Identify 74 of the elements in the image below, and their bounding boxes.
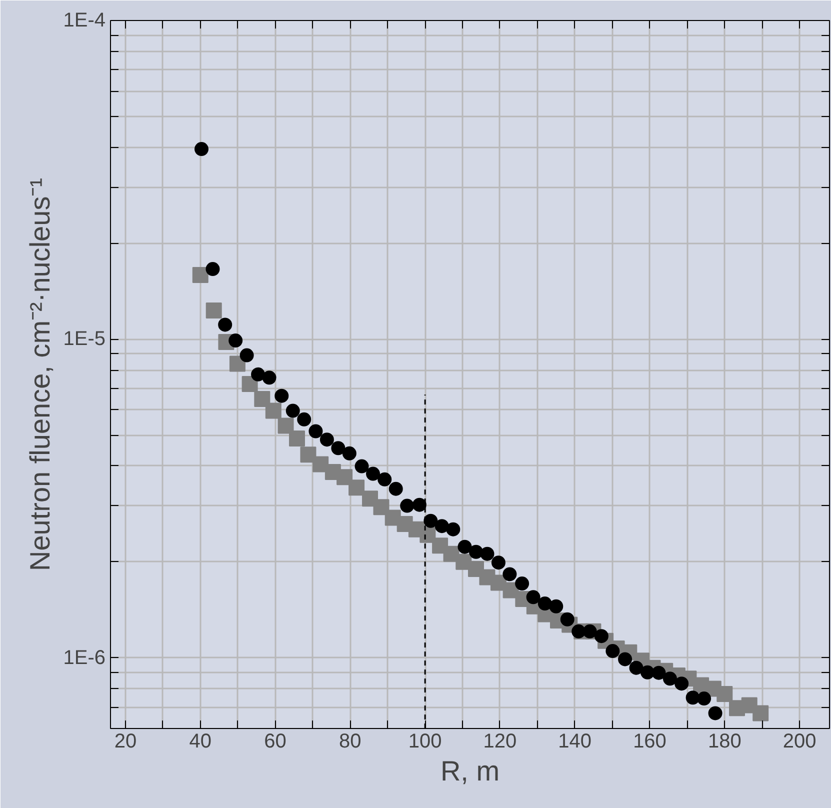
x-tick-label: 40 — [189, 730, 212, 752]
point — [278, 418, 294, 434]
point — [515, 576, 530, 591]
point — [708, 706, 722, 720]
point — [526, 590, 540, 604]
x-tick-label: 200 — [782, 730, 816, 752]
point — [192, 266, 208, 283]
point — [491, 556, 506, 570]
point — [286, 404, 300, 418]
point — [697, 692, 712, 706]
point — [218, 318, 232, 332]
point — [254, 390, 270, 407]
point — [400, 498, 414, 513]
point — [228, 334, 243, 348]
point — [229, 356, 246, 372]
x-tick-label: 120 — [483, 730, 517, 752]
point — [538, 596, 552, 611]
point — [342, 446, 356, 460]
point — [320, 432, 334, 447]
point — [366, 466, 380, 481]
point — [640, 665, 655, 680]
point — [629, 660, 644, 675]
point — [582, 624, 597, 638]
point — [446, 522, 460, 536]
point — [480, 546, 494, 561]
point — [336, 469, 353, 486]
point — [308, 424, 323, 438]
x-tick-label: 180 — [708, 730, 742, 752]
point — [265, 402, 282, 419]
point — [424, 514, 438, 528]
point — [594, 629, 608, 644]
x-tick-label: 160 — [633, 730, 666, 752]
x-tick-label: 60 — [264, 730, 286, 752]
point — [331, 441, 346, 456]
point — [572, 624, 586, 638]
y-tick-label: 1E-5 — [63, 328, 106, 350]
point — [752, 705, 769, 722]
point — [262, 370, 276, 385]
point — [288, 430, 305, 446]
point — [274, 388, 289, 403]
point — [194, 142, 208, 156]
point — [240, 348, 254, 362]
x-tick-label: 20 — [114, 730, 137, 752]
point — [606, 644, 620, 658]
x-tick-label: 80 — [339, 730, 362, 752]
point — [354, 459, 369, 474]
point — [251, 367, 266, 382]
point — [652, 666, 666, 680]
point — [662, 672, 677, 686]
point — [618, 652, 632, 666]
point — [378, 472, 392, 486]
point — [674, 676, 689, 691]
point — [206, 262, 220, 276]
point — [458, 540, 472, 554]
point — [388, 482, 403, 496]
point — [468, 544, 483, 559]
y-tick-label: 1E-6 — [63, 646, 106, 669]
point — [434, 519, 449, 534]
point — [297, 412, 312, 426]
point — [300, 446, 316, 463]
point — [549, 599, 564, 614]
y-axis-title: Neutron fluence, cm⁻²·nucleus⁻¹ — [24, 178, 56, 572]
point — [206, 302, 222, 319]
y-tick-label: 1E-4 — [63, 10, 106, 32]
point — [348, 480, 365, 496]
x-axis-title: R, m — [440, 756, 500, 786]
point — [412, 498, 426, 512]
x-tick-label: 140 — [558, 730, 592, 752]
point — [373, 499, 390, 516]
point — [560, 612, 574, 626]
point — [686, 690, 700, 705]
point — [502, 567, 517, 582]
point — [716, 686, 733, 702]
x-tick-label: 100 — [408, 730, 442, 752]
